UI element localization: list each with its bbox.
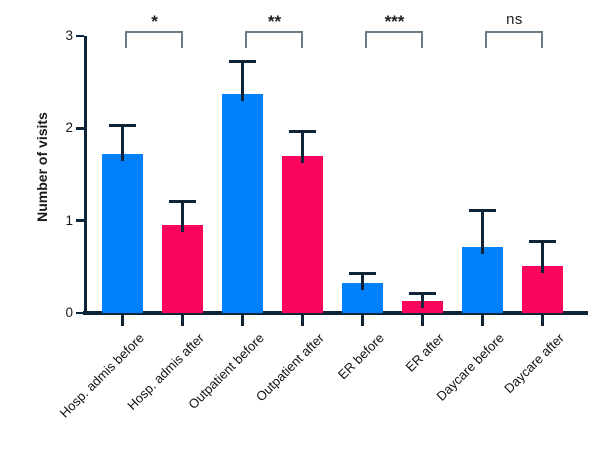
error-bar-stem [361,273,364,291]
x-tick-label-outpatient-after: Outpatient after [252,330,327,405]
x-tick [541,315,544,326]
error-bar-stem [121,124,124,162]
error-bar-stem [241,61,244,102]
x-tick-label-er-after: ER after [402,330,447,375]
y-axis-title: Number of visits [34,112,50,222]
x-tick-label-er-before: ER before [334,330,387,383]
significance-bracket [124,31,183,48]
bar-hosp-admis-before [102,154,143,313]
x-tick-label-daycare-after: Daycare after [500,330,567,397]
y-tick [76,127,84,130]
error-bar-stem [421,292,424,308]
x-tick [181,315,184,326]
bar-hosp-admis-after [162,225,203,313]
error-bar-stem [541,241,544,273]
bar-outpatient-after [282,156,323,313]
x-tick [241,315,244,326]
y-tick [76,219,84,222]
error-bar-cap [109,123,136,127]
x-tick [481,315,484,326]
error-bar-cap [229,60,256,63]
x-tick [301,315,304,326]
x-tick-label-hosp-admis-after: Hosp. admis after [123,330,207,413]
significance-label: ** [267,12,282,31]
y-tick-label: 1 [65,212,73,228]
significance-label: *** [384,12,405,31]
significance-bracket [364,31,423,48]
error-bar-cap [529,240,556,244]
y-tick-label: 2 [65,120,73,136]
y-tick [76,311,84,315]
bar-daycare-before [462,247,503,313]
x-tick [421,315,424,326]
error-bar-cap [349,272,376,276]
bar-daycare-after [522,265,563,313]
error-bar-cap [409,291,436,295]
error-bar-stem [481,209,484,255]
significance-label: ns [506,11,523,28]
x-tick [361,315,364,326]
significance-label: * [151,12,158,31]
bar-outpatient-before [222,94,263,313]
y-tick-label: 3 [65,28,73,43]
x-tick-label-hosp-admis-before: Hosp. admis before [56,330,147,421]
x-tick-label-outpatient-before: Outpatient before [184,330,267,412]
x-axis-line [83,311,588,315]
x-tick-label-daycare-before: Daycare before [432,330,507,404]
error-bar-cap [289,130,316,134]
x-tick [121,315,124,326]
error-bar-stem [181,201,184,233]
significance-bracket [244,31,303,48]
error-bar-stem [301,131,304,164]
error-bar-cap [469,208,496,212]
significance-bracket [484,31,543,48]
error-bar-cap [169,200,196,204]
y-tick-label: 0 [65,305,73,320]
y-tick [76,34,84,38]
y-axis-line [84,36,87,315]
